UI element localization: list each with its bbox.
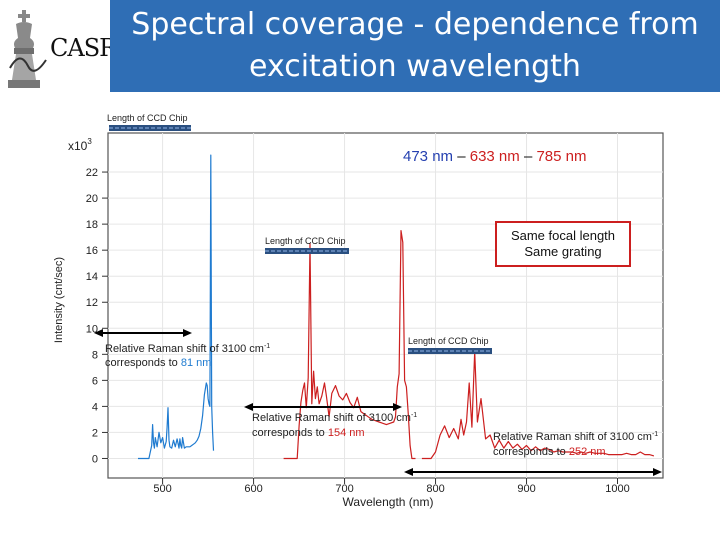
- annotation-473: Relative Raman shift of 3100 cm-1 corres…: [105, 343, 270, 369]
- svg-text:Relative Raman shift of 3100 c: Relative Raman shift of 3100 cm-1: [252, 412, 417, 424]
- y-tick-label: 22: [86, 167, 98, 179]
- legend-785: 785 nm: [536, 148, 586, 165]
- x-axis-label: Wavelength (nm): [343, 495, 434, 509]
- legend-633: 633 nm: [470, 148, 520, 165]
- y-tick-label: 18: [86, 219, 98, 231]
- y-tick-label: 6: [92, 375, 98, 387]
- range-arrow-473: [94, 329, 192, 337]
- range-arrow-785: [404, 468, 662, 476]
- x-tick-label: 700: [335, 483, 353, 495]
- y-tick-label: 4: [92, 401, 98, 413]
- svg-text:Relative Raman shift of 3100 c: Relative Raman shift of 3100 cm-1: [105, 343, 270, 355]
- legend-sep-2: –: [524, 148, 533, 165]
- chess-king-icon: [8, 10, 47, 88]
- annotation-785: Relative Raman shift of 3100 cm-1 corres…: [493, 431, 658, 458]
- ccd-label-right: Length of CCD Chip: [408, 336, 489, 346]
- y-tick-label: 10: [86, 323, 98, 335]
- title-banner: Spectral coverage - dependence from exci…: [110, 0, 720, 92]
- x-tick-label: 500: [153, 483, 171, 495]
- x-tick-label: 1000: [605, 483, 629, 495]
- range-arrow-633: [244, 403, 402, 411]
- series-line-633-nm: [283, 230, 416, 460]
- x-tick-label: 900: [517, 483, 535, 495]
- y-tick-label: 20: [86, 193, 98, 205]
- y-tick-label: 14: [86, 271, 98, 283]
- legend-wavelengths: 473 nm – 633 nm – 785 nm: [403, 148, 587, 165]
- y-multiplier: x103: [68, 137, 92, 153]
- note-line-1: Same focal length: [511, 228, 615, 243]
- y-tick-label: 12: [86, 297, 98, 309]
- logo-text: CASR: [50, 34, 117, 62]
- ccd-label-top: Length of CCD Chip: [107, 113, 188, 123]
- y-tick-label: 0: [92, 453, 98, 465]
- y-tick-label: 2: [92, 427, 98, 439]
- series-line-473-nm: [138, 154, 215, 460]
- y-tick-label: 8: [92, 349, 98, 361]
- legend-sep-1: –: [457, 148, 466, 165]
- svg-text:corresponds to 252 nm: corresponds to 252 nm: [493, 446, 606, 458]
- plot-frame: [107, 132, 664, 479]
- annotation-633: Relative Raman shift of 3100 cm-1 corres…: [252, 412, 417, 439]
- legend-473: 473 nm: [403, 148, 453, 165]
- logo: CASR: [6, 8, 117, 92]
- ccd-bar-top: [109, 125, 191, 131]
- svg-text:corresponds to 154 nm: corresponds to 154 nm: [252, 427, 365, 439]
- ccd-label-mid: Length of CCD Chip: [265, 236, 346, 246]
- note-line-2: Same grating: [524, 244, 601, 259]
- slide-title: Spectral coverage - dependence from exci…: [110, 4, 720, 88]
- y-axis-label: Intensity (cnt/sec): [53, 257, 65, 343]
- note-box: [495, 221, 631, 267]
- y-tick-label: 16: [86, 245, 98, 257]
- title-line-2: excitation wavelength: [249, 49, 581, 84]
- x-tick-label: 600: [244, 483, 262, 495]
- x-tick-label: 800: [426, 483, 444, 495]
- series-line-785-nm: [421, 351, 655, 460]
- svg-text:corresponds to 81 nm: corresponds to 81 nm: [105, 357, 211, 369]
- title-line-1: Spectral coverage - dependence from: [131, 7, 699, 42]
- svg-text:Relative Raman shift of 3100 c: Relative Raman shift of 3100 cm-1: [493, 431, 658, 443]
